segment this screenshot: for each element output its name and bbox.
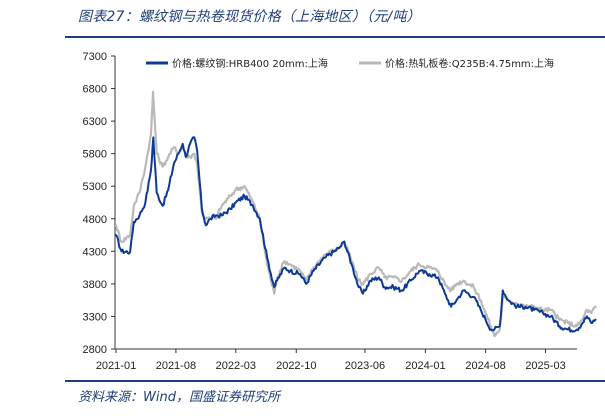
y-tick-label: 7300: [83, 51, 107, 63]
x-tick-label: 2023-06: [345, 360, 385, 372]
y-tick-label: 2800: [83, 344, 107, 356]
series-line-rebar: [115, 136, 597, 333]
source-divider: [65, 380, 605, 382]
series-line-hot-rolled-coil: [114, 90, 597, 338]
x-tick-label: 2022-10: [276, 360, 316, 372]
y-tick-label: 5300: [83, 181, 107, 193]
legend-item-hot-rolled-coil-label: 价格:热轧板卷:Q235B:4.75mm:上海: [385, 57, 554, 70]
y-tick-label: 6800: [83, 84, 107, 96]
y-tick-label: 5800: [83, 149, 107, 161]
x-tick-label: 2024-01: [405, 360, 445, 372]
x-tick-label: 2024-08: [465, 360, 505, 372]
legend-item-rebar-label: 价格:螺纹钢:HRB400 20mm:上海: [172, 57, 328, 70]
x-tick-label: 2021-01: [96, 360, 136, 372]
y-tick-label: 3800: [83, 279, 107, 291]
title-divider: [65, 36, 605, 38]
chart-series: [114, 90, 597, 338]
source-note: 资料来源：Wind，国盛证券研究所: [78, 390, 280, 405]
chart-title: 图表27：螺纹钢与热卷现货价格（上海地区）（元/吨）: [78, 9, 421, 25]
y-tick-label: 6300: [83, 116, 107, 128]
x-tick-label: 2021-08: [156, 360, 196, 372]
x-tick-label: 2025-03: [525, 360, 565, 372]
chart-legend: 价格:螺纹钢:HRB400 20mm:上海 价格:热轧板卷:Q235B:4.75m…: [146, 57, 554, 70]
y-tick-label: 4800: [83, 214, 107, 226]
y-tick-label: 3300: [83, 311, 107, 323]
x-tick-label: 2022-03: [216, 360, 256, 372]
y-tick-label: 4300: [83, 246, 107, 258]
chart-axes: 7300 6800 6300 5800 5300 4800 4300 3800 3300 2800…: [83, 51, 577, 372]
